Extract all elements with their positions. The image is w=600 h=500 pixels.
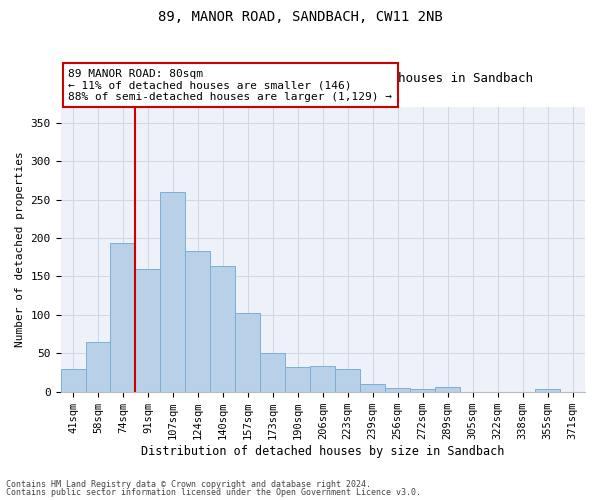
Text: 89 MANOR ROAD: 80sqm
← 11% of detached houses are smaller (146)
88% of semi-deta: 89 MANOR ROAD: 80sqm ← 11% of detached h…: [68, 68, 392, 102]
Text: 89, MANOR ROAD, SANDBACH, CW11 2NB: 89, MANOR ROAD, SANDBACH, CW11 2NB: [158, 10, 442, 24]
Bar: [535, 390, 560, 392]
Bar: [235, 314, 260, 392]
Bar: [260, 354, 286, 392]
Bar: [410, 388, 435, 392]
Bar: [136, 269, 160, 392]
Bar: [385, 388, 410, 392]
Bar: [185, 251, 211, 392]
Bar: [286, 367, 310, 392]
Bar: [86, 342, 110, 392]
Bar: [435, 387, 460, 392]
Bar: [211, 266, 235, 392]
Text: Contains HM Land Registry data © Crown copyright and database right 2024.: Contains HM Land Registry data © Crown c…: [6, 480, 371, 489]
Text: Contains public sector information licensed under the Open Government Licence v3: Contains public sector information licen…: [6, 488, 421, 497]
X-axis label: Distribution of detached houses by size in Sandbach: Distribution of detached houses by size …: [141, 444, 505, 458]
Bar: [360, 384, 385, 392]
Bar: [310, 366, 335, 392]
Y-axis label: Number of detached properties: Number of detached properties: [15, 152, 25, 348]
Bar: [110, 244, 136, 392]
Title: Size of property relative to detached houses in Sandbach: Size of property relative to detached ho…: [113, 72, 533, 86]
Bar: [335, 370, 360, 392]
Bar: [160, 192, 185, 392]
Bar: [61, 368, 86, 392]
